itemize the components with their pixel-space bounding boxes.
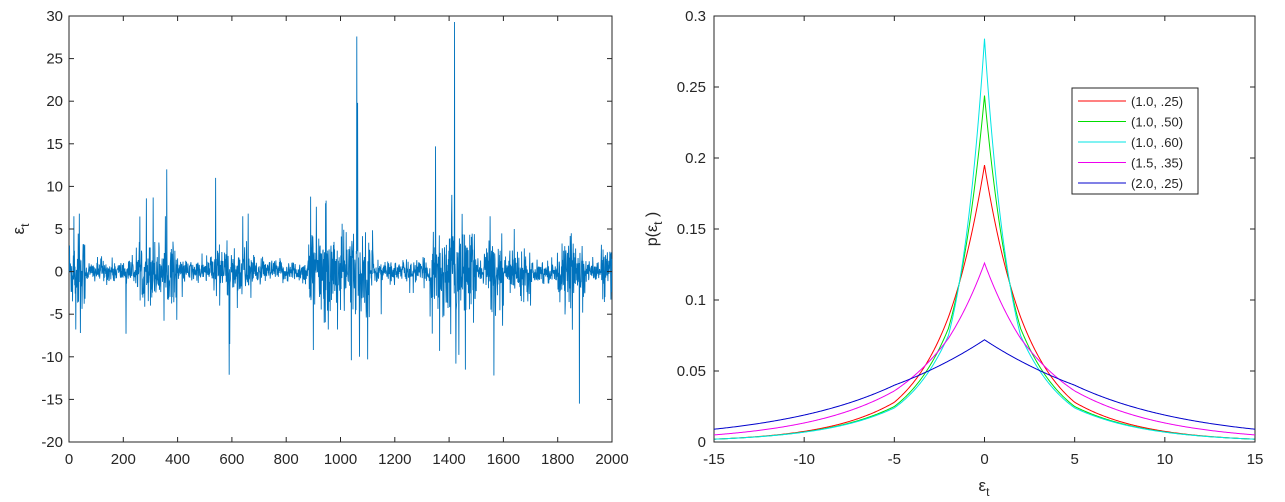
series-group	[713, 38, 1256, 440]
y-tick-label: 0.1	[685, 292, 706, 309]
legend-label: (1.0, .50)	[1131, 115, 1183, 130]
y-tick-label: 15	[46, 136, 63, 153]
x-tick-label: 800	[274, 451, 299, 468]
density-plot: -15 -10 -5 0 5 10 15 0 0.05 0.1 0.15 0.2 0.25 0.3 p(…	[644, 8, 1263, 499]
y-tick-label: -20	[41, 434, 63, 451]
x-axis-label: εt	[979, 476, 991, 499]
x-tick-label: -15	[703, 451, 725, 468]
x-tick-label: 600	[219, 451, 244, 468]
x-tick-label: 1400	[432, 451, 465, 468]
x-tick-label: 400	[165, 451, 190, 468]
x-tick-label: 0	[980, 451, 988, 468]
x-tick-label: 0	[65, 451, 73, 468]
y-tick-label: 25	[46, 51, 63, 68]
legend: (1.0, .25) (1.0, .50) (1.0, .60) (1.5, .35)…	[1071, 87, 1199, 195]
y-tick-label: 0	[698, 434, 706, 451]
y-tick-label: -5	[50, 306, 63, 323]
y-ticks: 0 0.05 0.1 0.15 0.2 0.25 0.3	[677, 8, 1255, 451]
legend-label: (1.5, .35)	[1131, 156, 1183, 171]
x-tick-label: 5	[1070, 451, 1078, 468]
left-plot-frame	[68, 15, 613, 443]
x-tick-label: 1600	[487, 451, 520, 468]
x-tick-label: 200	[111, 451, 136, 468]
y-tick-label: 0.05	[677, 363, 706, 380]
y-tick-label: -15	[41, 391, 63, 408]
x-tick-label: 2000	[595, 451, 628, 468]
y-tick-label: 0.2	[685, 150, 706, 167]
y-ticks: -20 -15 -10 -5 0 5 10 15 20 25 30	[41, 8, 612, 451]
x-tick-label: 1200	[378, 451, 411, 468]
y-tick-label: -10	[41, 349, 63, 366]
legend-label: (2.0, .25)	[1131, 176, 1183, 191]
y-axis-label: p(εt )	[644, 212, 665, 246]
x-ticks: 0 200 400 600 800 1000 1200 1400 1600 1800 2000	[65, 16, 629, 468]
time-series-plot: 0 200 400 600 800 1000 1200 1400 1600 1800 2000 -2…	[9, 8, 629, 468]
x-tick-label: 1000	[324, 451, 357, 468]
y-tick-label: 0.25	[677, 79, 706, 96]
y-tick-label: 20	[46, 93, 63, 110]
legend-box	[1071, 87, 1199, 195]
density-curve	[713, 339, 1256, 430]
x-tick-label: 15	[1247, 451, 1264, 468]
right-plot-frame	[713, 15, 1256, 443]
density-curve	[713, 165, 1256, 440]
density-curve	[713, 261, 1256, 436]
x-tick-label: -10	[793, 451, 815, 468]
x-tick-label: -5	[888, 451, 901, 468]
x-tick-label: 1800	[541, 451, 574, 468]
x-tick-label: 10	[1156, 451, 1173, 468]
y-tick-label: 0.3	[685, 8, 706, 25]
legend-label: (1.0, .25)	[1131, 94, 1183, 109]
y-tick-label: 0.15	[677, 221, 706, 238]
y-tick-label: 5	[55, 221, 63, 238]
series-line	[68, 21, 613, 404]
y-tick-label: 0	[55, 264, 63, 281]
legend-label: (1.0, .60)	[1131, 135, 1183, 150]
x-ticks: -15 -10 -5 0 5 10 15	[703, 16, 1263, 468]
density-curve	[713, 38, 1256, 440]
series-group	[68, 21, 613, 404]
y-axis-label: εt	[9, 223, 32, 235]
y-tick-label: 30	[46, 8, 63, 25]
y-tick-label: 10	[46, 178, 63, 195]
